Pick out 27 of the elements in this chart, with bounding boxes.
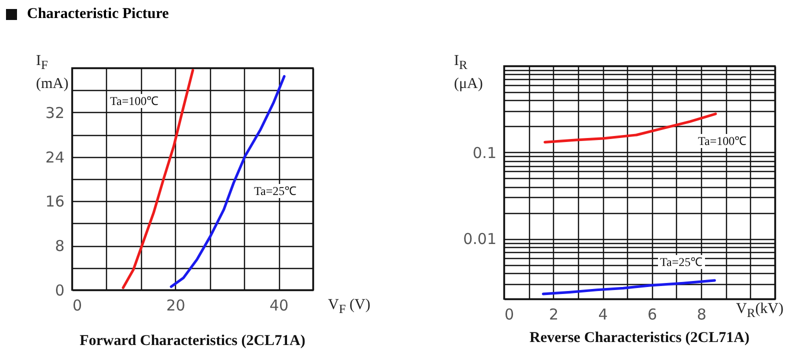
y-tick-label: 32 — [45, 104, 64, 122]
x-tick-label: 20 — [166, 296, 186, 314]
y-tick-label: 8 — [54, 237, 64, 256]
x-tick-label: 40 — [270, 296, 289, 314]
y-tick-label: 24 — [45, 148, 64, 166]
x-tick-label: 4 — [598, 306, 608, 324]
x-tick-label: 8 — [696, 306, 706, 324]
annotation: Ta=100℃ — [108, 94, 161, 108]
y-tick-label: 0.01 — [463, 230, 496, 248]
x-axis-title: V$_{R}$(kV) — [736, 300, 784, 322]
annotation: Ta=25℃ — [658, 255, 705, 269]
x-tick-label: 0 — [72, 296, 82, 314]
annotation: Ta=25℃ — [252, 184, 299, 198]
annotation: Ta=100℃ — [696, 134, 749, 148]
x-axis-title: V$_{F}$ (V) — [328, 296, 370, 318]
y-axis-title: I$_{F}$ (mA) — [36, 52, 70, 94]
y-axis-title: I$_{R}$ (μA) — [454, 52, 484, 94]
x-tick-label: 6 — [648, 306, 658, 324]
y-tick-label: 0 — [54, 282, 64, 300]
y-tick-label: 16 — [45, 192, 64, 211]
text: Characteristic Picture — [27, 6, 169, 23]
x-tick-label: 0 — [504, 306, 514, 324]
y-tick-label: 0.1 — [472, 144, 496, 162]
text: Forward Characteristics (2CL71A) — [80, 333, 306, 349]
line-series — [542, 279, 716, 296]
text: Reverse Characteristics (2CL71A) — [530, 330, 750, 346]
x-tick-label: 2 — [549, 306, 559, 324]
